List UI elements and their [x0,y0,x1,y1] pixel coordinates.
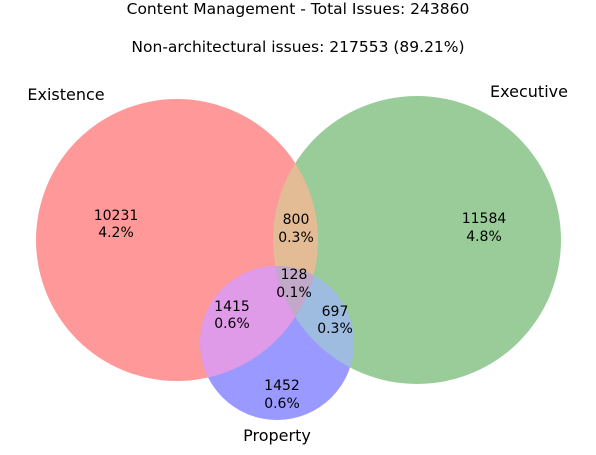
region-executive-only-percent: 4.8% [466,229,502,245]
region-existence-property-percent: 0.6% [214,316,250,332]
region-all-three-percent: 0.1% [276,285,312,301]
set-label-executive: Executive [490,82,568,101]
region-all-three-count: 128 [281,267,308,283]
chart-title: Content Management - Total Issues: 24386… [127,0,470,18]
region-executive-only-count: 11584 [462,211,507,227]
region-existence-property-count: 1415 [214,299,250,315]
region-existence-executive-count: 800 [283,212,310,228]
chart-subtitle: Non-architectural issues: 217553 (89.21%… [131,38,464,56]
region-property-only-percent: 0.6% [264,396,300,412]
region-executive-property-percent: 0.3% [317,321,353,337]
set-label-property: Property [243,426,311,445]
region-existence-executive-percent: 0.3% [278,230,314,246]
set-label-existence: Existence [27,85,104,104]
region-property-only-count: 1452 [264,378,300,394]
region-executive-property-count: 697 [322,304,349,320]
region-existence-only-percent: 4.2% [98,225,134,241]
region-existence-only-count: 10231 [94,208,139,224]
